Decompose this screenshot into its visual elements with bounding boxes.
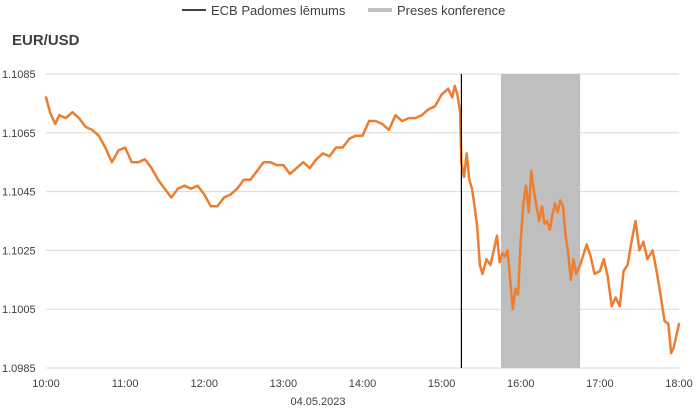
gridlines (46, 73, 679, 369)
y-tick-label: 1.1045 (2, 187, 36, 199)
x-tick-label: 15:00 (428, 378, 456, 390)
y-tick-label: 1.0985 (2, 363, 36, 375)
x-tick-label: 16:00 (507, 378, 535, 390)
y-tick-label: 1.1025 (2, 245, 36, 257)
legend: ECB Padomes lēmums Preses konference (182, 3, 505, 18)
y-tick-label: 1.1005 (2, 304, 36, 316)
x-tick-label: 10:00 (32, 378, 60, 390)
legend-label-ecb-decision: ECB Padomes lēmums (211, 3, 346, 18)
date-label: 04.05.2023 (290, 396, 345, 408)
x-tick-label: 18:00 (665, 378, 693, 390)
legend-label-press-conference: Preses konference (397, 3, 505, 18)
x-tick-label: 11:00 (112, 378, 139, 390)
x-tick-label: 12:00 (190, 378, 218, 390)
x-axis-tick-labels: 10:00 11:00 12:00 13:00 14:00 15:00 16:00 17:00… (32, 378, 693, 390)
y-axis-tick-labels: 1.1085 1.1065 1.1045 1.1025 1.1005 1.0985 (2, 69, 36, 375)
series-line (44, 84, 681, 355)
x-tick-label: 14:00 (349, 378, 377, 390)
x-tick-label: 13:00 (270, 378, 298, 390)
y-tick-label: 1.1065 (2, 128, 36, 140)
series-eur-usd (44, 84, 681, 355)
press-conference-shading (500, 74, 581, 368)
chart-title: EUR/USD (12, 32, 80, 49)
y-tick-label: 1.1085 (2, 69, 36, 81)
press-conference-band (500, 74, 581, 368)
x-tick-label: 17:00 (586, 378, 614, 390)
